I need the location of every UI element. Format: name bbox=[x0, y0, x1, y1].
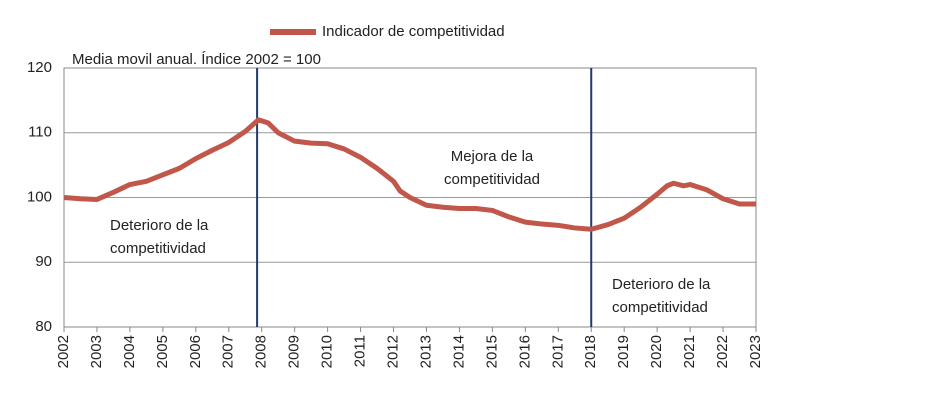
x-tick-label: 2002 bbox=[55, 335, 72, 368]
x-tick-label: 2010 bbox=[319, 335, 336, 368]
x-tick-label: 2004 bbox=[121, 335, 138, 368]
annotation: competitividad bbox=[612, 299, 708, 316]
x-tick-label: 2023 bbox=[747, 335, 764, 368]
x-tick-label: 2013 bbox=[417, 335, 434, 368]
y-tick-label: 100 bbox=[27, 188, 52, 205]
y-tick-label: 110 bbox=[28, 124, 52, 141]
x-tick-label: 2022 bbox=[714, 335, 731, 368]
y-tick-label: 80 bbox=[35, 318, 52, 335]
legend-label: Indicador de competitividad bbox=[322, 23, 505, 40]
x-tick-label: 2016 bbox=[516, 335, 533, 368]
annotation: competitividad bbox=[444, 171, 540, 188]
x-tick-label: 2021 bbox=[681, 335, 698, 368]
chart-subtitle: Media movil anual. Índice 2002 = 100 bbox=[72, 51, 321, 68]
x-tick-label: 2018 bbox=[582, 335, 599, 368]
y-tick-label: 120 bbox=[27, 59, 52, 76]
annotation: Deterioro de la bbox=[612, 276, 711, 293]
x-tick-label: 2003 bbox=[88, 335, 105, 368]
x-tick-label: 2014 bbox=[450, 335, 467, 368]
x-tick-label: 2015 bbox=[483, 335, 500, 368]
x-tick-label: 2019 bbox=[615, 335, 632, 368]
x-tick-label: 2011 bbox=[352, 335, 369, 367]
x-tick-label: 2017 bbox=[549, 335, 566, 368]
x-tick-label: 2020 bbox=[648, 335, 665, 368]
x-tick-label: 2007 bbox=[220, 335, 237, 368]
line-series bbox=[63, 117, 756, 232]
x-tick-label: 2012 bbox=[384, 335, 401, 368]
annotation: Deterioro de la bbox=[110, 217, 209, 234]
annotation: competitividad bbox=[110, 240, 206, 257]
annotation: Mejora de la bbox=[451, 148, 534, 165]
x-tick-label: 2009 bbox=[286, 335, 303, 368]
x-tick-label: 2005 bbox=[154, 335, 171, 368]
x-tick-label: 2008 bbox=[253, 335, 270, 368]
y-tick-label: 90 bbox=[35, 253, 52, 270]
x-tick-label: 2006 bbox=[187, 335, 204, 368]
